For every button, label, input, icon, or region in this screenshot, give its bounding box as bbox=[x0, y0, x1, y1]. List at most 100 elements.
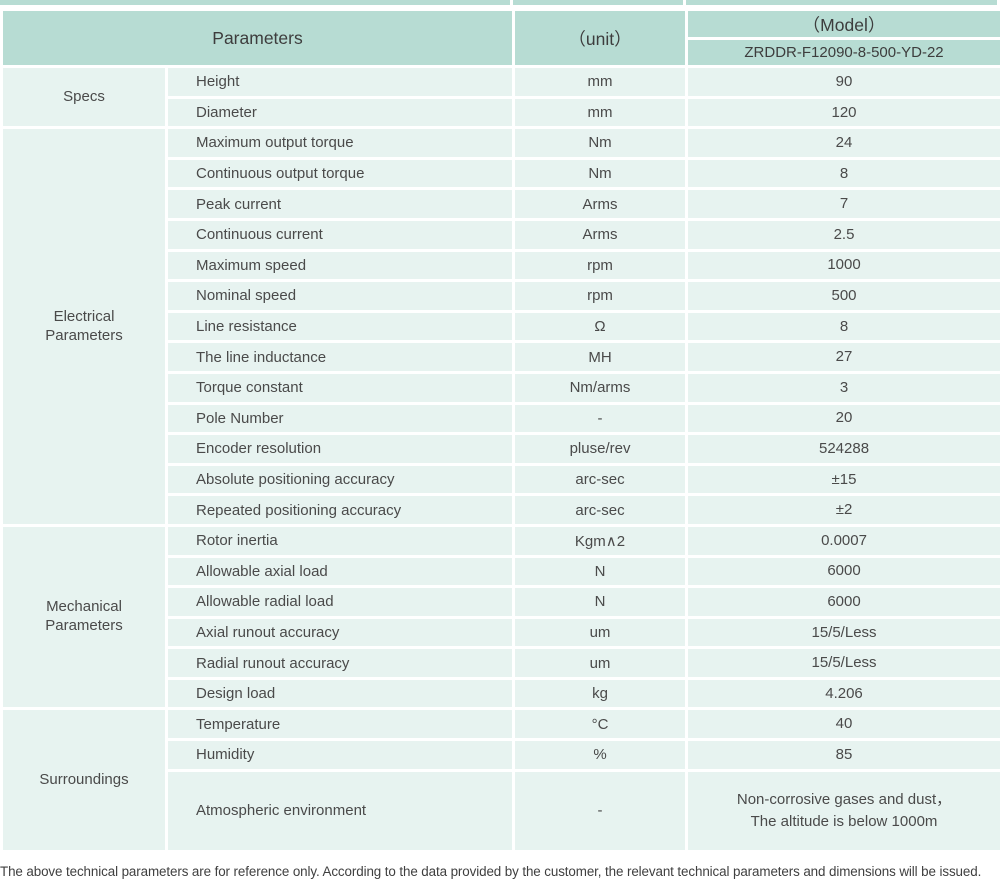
footer-note: The above technical parameters are for r… bbox=[0, 863, 982, 879]
table-row: Electrical Parameters Maximum output torq… bbox=[0, 126, 1000, 527]
unit-cell: kg bbox=[512, 676, 689, 711]
table-row: Radial runout accuracy um 15/5/Less bbox=[2, 646, 1000, 680]
value-cell: 6000 bbox=[685, 585, 1000, 619]
table-row: Torque constant Nm/arms 3 bbox=[2, 370, 1000, 405]
value-cell: 0.0007 bbox=[685, 523, 1000, 558]
table-row: Continuous current Arms 2.5 bbox=[2, 217, 1000, 252]
param-cell: Nominal speed bbox=[164, 279, 516, 313]
unit-cell: °C bbox=[512, 707, 689, 742]
table-row: Specs Height mm 90 bbox=[0, 64, 1000, 130]
top-edge-gap bbox=[510, 0, 513, 5]
table-row: Line resistance Ω 8 bbox=[2, 309, 1000, 344]
table-row: Surroundings Temperature °C 40 bbox=[0, 707, 1000, 853]
table-row: Maximum speed rpm 1000 bbox=[2, 248, 1000, 283]
table-row: Continuous output torque Nm 8 bbox=[2, 156, 1000, 191]
header-parameters: Parameters bbox=[0, 8, 516, 68]
value-cell: 90 bbox=[685, 65, 1000, 99]
param-cell: Continuous output torque bbox=[164, 156, 516, 191]
value-cell: 27 bbox=[685, 340, 1000, 374]
param-cell: Pole Number bbox=[164, 401, 516, 436]
spec-table: Parameters （unit） （Model） ZRDDR-F12090-8… bbox=[0, 8, 1000, 853]
top-edge-segment bbox=[686, 0, 997, 5]
table-row: Mechanical Parameters Rotor inertia Kgm∧2 0… bbox=[0, 523, 1000, 711]
top-edge-segment bbox=[513, 0, 683, 5]
param-cell: Allowable axial load bbox=[164, 554, 516, 589]
unit-cell: Nm/arms bbox=[512, 370, 689, 405]
table-row: Axial runout accuracy um 15/5/Less bbox=[2, 615, 1000, 650]
value-cell: 6000 bbox=[685, 554, 1000, 589]
category-cell: Electrical Parameters bbox=[0, 126, 168, 527]
value-cell: 1000 bbox=[685, 248, 1000, 283]
unit-cell: - bbox=[512, 768, 689, 853]
param-cell: Torque constant bbox=[164, 370, 516, 405]
unit-cell: - bbox=[512, 401, 689, 436]
unit-cell: Kgm∧2 bbox=[512, 523, 689, 558]
value-cell: 40 bbox=[685, 707, 1000, 742]
param-cell: Design load bbox=[164, 676, 516, 711]
unit-cell: rpm bbox=[512, 279, 689, 313]
unit-cell: N bbox=[512, 554, 689, 589]
param-cell: Height bbox=[164, 65, 516, 99]
spec-table-header: Parameters （unit） （Model） ZRDDR-F12090-8… bbox=[0, 8, 1000, 68]
param-cell: Maximum speed bbox=[164, 248, 516, 283]
value-cell: 85 bbox=[685, 738, 1000, 772]
unit-cell: mm bbox=[512, 65, 689, 99]
table-top-edge bbox=[0, 0, 1000, 5]
header-model: （Model） bbox=[685, 8, 1000, 40]
param-cell: Rotor inertia bbox=[164, 523, 516, 558]
top-edge-gap bbox=[683, 0, 686, 5]
value-cell: 8 bbox=[685, 156, 1000, 191]
unit-cell: Arms bbox=[512, 217, 689, 252]
param-cell: Axial runout accuracy bbox=[164, 615, 516, 650]
value-cell: 7 bbox=[685, 187, 1000, 221]
unit-cell: Ω bbox=[512, 309, 689, 344]
category-cell: Mechanical Parameters bbox=[0, 523, 168, 711]
value-cell: ±2 bbox=[685, 493, 1000, 527]
value-cell: Non-corrosive gases and dust， The altitu… bbox=[685, 768, 1000, 853]
param-cell: Radial runout accuracy bbox=[164, 646, 516, 680]
value-cell: 500 bbox=[685, 279, 1000, 313]
table-row: Encoder resolution pluse/rev 524288 bbox=[2, 432, 1000, 466]
param-cell: Repeated positioning accuracy bbox=[164, 493, 516, 527]
table-row: Allowable axial load N 6000 bbox=[2, 554, 1000, 589]
unit-cell: Nm bbox=[512, 126, 689, 160]
spec-table-body: Specs Height mm 90 Diameter mm 120 Electrical P… bbox=[0, 64, 1000, 853]
table-row: Pole Number -20 bbox=[2, 401, 1000, 436]
header-unit: （unit） bbox=[512, 8, 689, 68]
unit-cell: um bbox=[512, 646, 689, 680]
table-row: Allowable radial load N 6000 bbox=[2, 585, 1000, 619]
value-cell: 15/5/Less bbox=[685, 646, 1000, 680]
param-cell: Humidity bbox=[164, 738, 516, 772]
table-row: Nominal speed rpm 500 bbox=[2, 279, 1000, 313]
top-edge-segment bbox=[0, 0, 510, 5]
value-cell: ±15 bbox=[685, 462, 1000, 497]
unit-cell: MH bbox=[512, 340, 689, 374]
value-cell: 20 bbox=[685, 401, 1000, 436]
param-cell: The line inductance bbox=[164, 340, 516, 374]
param-cell: Atmospheric environment bbox=[164, 768, 516, 853]
header-model-number: ZRDDR-F12090-8-500-YD-22 bbox=[685, 37, 1000, 68]
value-cell: 524288 bbox=[685, 432, 1000, 466]
unit-cell: um bbox=[512, 615, 689, 650]
value-cell: 8 bbox=[685, 309, 1000, 344]
unit-cell: mm bbox=[512, 95, 689, 130]
unit-cell: Nm bbox=[512, 156, 689, 191]
value-cell: 24 bbox=[685, 126, 1000, 160]
param-cell: Absolute positioning accuracy bbox=[164, 462, 516, 497]
param-cell: Diameter bbox=[164, 95, 516, 130]
param-cell: Line resistance bbox=[164, 309, 516, 344]
unit-cell: arc-sec bbox=[512, 462, 689, 497]
unit-cell: % bbox=[512, 738, 689, 772]
param-cell: Allowable radial load bbox=[164, 585, 516, 619]
table-row: The line inductance MH 27 bbox=[2, 340, 1000, 374]
table-row: Repeated positioning accuracy arc-sec ±2 bbox=[2, 493, 1000, 527]
table-row: Absolute positioning accuracy arc-sec ±15 bbox=[2, 462, 1000, 497]
unit-cell: N bbox=[512, 585, 689, 619]
unit-cell: arc-sec bbox=[512, 493, 689, 527]
value-cell: 2.5 bbox=[685, 217, 1000, 252]
unit-cell: pluse/rev bbox=[512, 432, 689, 466]
table-row: Humidity% 85 bbox=[2, 738, 1000, 772]
value-cell: 15/5/Less bbox=[685, 615, 1000, 650]
param-cell: Temperature bbox=[164, 707, 516, 742]
table-row: Atmospheric environment - Non-corrosive ga… bbox=[2, 768, 1000, 853]
